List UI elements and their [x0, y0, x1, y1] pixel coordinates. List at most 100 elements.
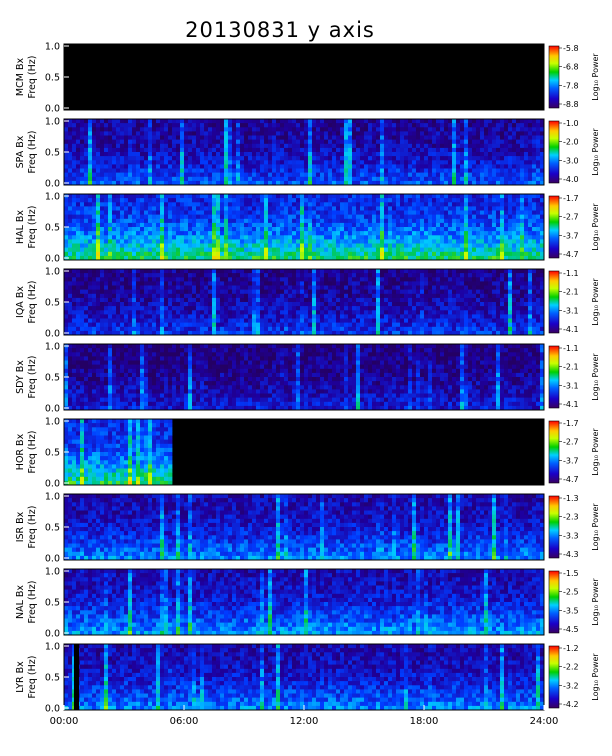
spectrogram-cell: [316, 168, 321, 173]
spectrogram-cell: [276, 210, 281, 215]
spectrogram-cell: [292, 297, 297, 303]
spectrogram-cell: [92, 306, 97, 311]
spectrogram-cell: [192, 214, 197, 220]
spectrogram-cell: [224, 330, 229, 336]
spectrogram-cell: [376, 239, 381, 244]
spectrogram-cell: [428, 222, 433, 228]
spectrogram-cell: [104, 231, 109, 236]
spectrogram-cell: [376, 218, 381, 224]
spectrogram-cell: [84, 139, 89, 145]
spectrogram-cell: [428, 160, 433, 165]
spectrogram-cell: [128, 277, 133, 282]
spectrogram-cell: [400, 202, 405, 207]
spectrogram-cell: [404, 160, 409, 165]
spectrogram-cell: [424, 194, 429, 199]
spectrogram-cell: [400, 231, 405, 236]
spectrogram-cell: [456, 152, 461, 157]
spectrogram-cell: [328, 247, 333, 253]
spectrogram-cell: [72, 297, 77, 303]
spectrogram-cell: [304, 210, 309, 215]
spectrogram-cell: [172, 281, 177, 286]
spectrogram-cell: [440, 247, 445, 253]
spectrogram-cell: [280, 172, 285, 178]
spectrogram-cell: [504, 251, 509, 257]
spectrogram-cell: [164, 176, 169, 182]
spectrogram-cell: [260, 176, 265, 182]
spectrogram-cell: [148, 277, 153, 282]
spectrogram-cell: [340, 210, 345, 215]
spectrogram-cell: [64, 251, 69, 257]
spectrogram-cell: [300, 302, 305, 307]
spectrogram-cell: [172, 255, 177, 261]
spectrogram-cell: [240, 239, 245, 244]
spectrogram-cell: [244, 194, 249, 199]
spectrogram-cell: [436, 139, 441, 145]
spectrogram-cell: [400, 194, 405, 199]
colorbar: [548, 195, 560, 259]
spectrogram-cell: [396, 119, 401, 124]
spectrogram-cell: [408, 202, 413, 207]
spectrogram-cell: [304, 214, 309, 220]
spectrogram-cell: [260, 214, 265, 220]
spectrogram-cell: [208, 289, 213, 295]
spectrogram-cell: [168, 251, 173, 257]
spectrogram-cell: [324, 293, 329, 299]
spectrogram-cell: [332, 302, 337, 307]
spectrogram-cell: [496, 235, 501, 240]
spectrogram-cell: [252, 210, 257, 215]
spectrogram-cell: [436, 251, 441, 257]
spectrogram-cell: [468, 247, 473, 253]
spectrogram-cell: [204, 318, 209, 323]
spectrogram-cell: [196, 164, 201, 169]
spectrogram-cell: [412, 156, 417, 161]
spectrogram-cell: [160, 202, 165, 207]
spectrogram-cell: [456, 143, 461, 149]
spectrogram-cell: [280, 160, 285, 165]
spectrogram-cell: [96, 147, 101, 153]
spectrogram-cell: [484, 239, 489, 244]
spectrogram-cell: [324, 164, 329, 169]
spectrogram-cell: [272, 306, 277, 311]
spectrogram-cell: [348, 214, 353, 220]
spectrogram-cell: [84, 119, 89, 124]
spectrogram-cell: [64, 273, 69, 278]
spectrogram-cell: [172, 243, 177, 248]
spectrogram-cell: [100, 180, 105, 186]
spectrogram-cell: [108, 152, 113, 157]
spectrogram-cell: [320, 330, 325, 336]
spectrogram-cell: [288, 218, 293, 224]
spectrogram-cell: [100, 210, 105, 215]
spectrogram-cell: [416, 251, 421, 257]
spectrogram-cell: [104, 139, 109, 145]
spectrogram-cell: [144, 310, 149, 315]
spectrogram-cell: [224, 210, 229, 215]
spectrogram-cell: [444, 206, 449, 211]
spectrogram-cell: [308, 152, 313, 157]
spectrogram-cell: [196, 235, 201, 240]
spectrogram-cell: [472, 239, 477, 244]
spectrogram-cell: [124, 147, 129, 153]
spectrogram-cell: [228, 143, 233, 149]
spectrogram-cell: [116, 152, 121, 157]
spectrogram-cell: [216, 156, 221, 161]
spectrogram-cell: [108, 168, 113, 173]
spectrogram-cell: [408, 143, 413, 149]
spectrogram-cell: [364, 243, 369, 248]
spectrogram-cell: [452, 198, 457, 203]
spectrogram-cell: [476, 127, 481, 132]
spectrogram-cell: [108, 164, 113, 169]
spectrogram-cell: [344, 206, 349, 211]
spectrogram-cell: [460, 198, 465, 203]
spectrogram-cell: [448, 194, 453, 199]
spectrogram-cell: [224, 289, 229, 295]
spectrogram-cell: [64, 206, 69, 211]
spectrogram-cell: [136, 119, 141, 124]
spectrogram-cell: [108, 127, 113, 132]
spectrogram-cell: [288, 318, 293, 323]
spectrogram-cell: [152, 281, 157, 286]
spectrogram-cell: [468, 255, 473, 261]
spectrogram-cell: [368, 214, 373, 220]
spectrogram-cell: [328, 239, 333, 244]
spectrogram-cell: [176, 326, 181, 332]
